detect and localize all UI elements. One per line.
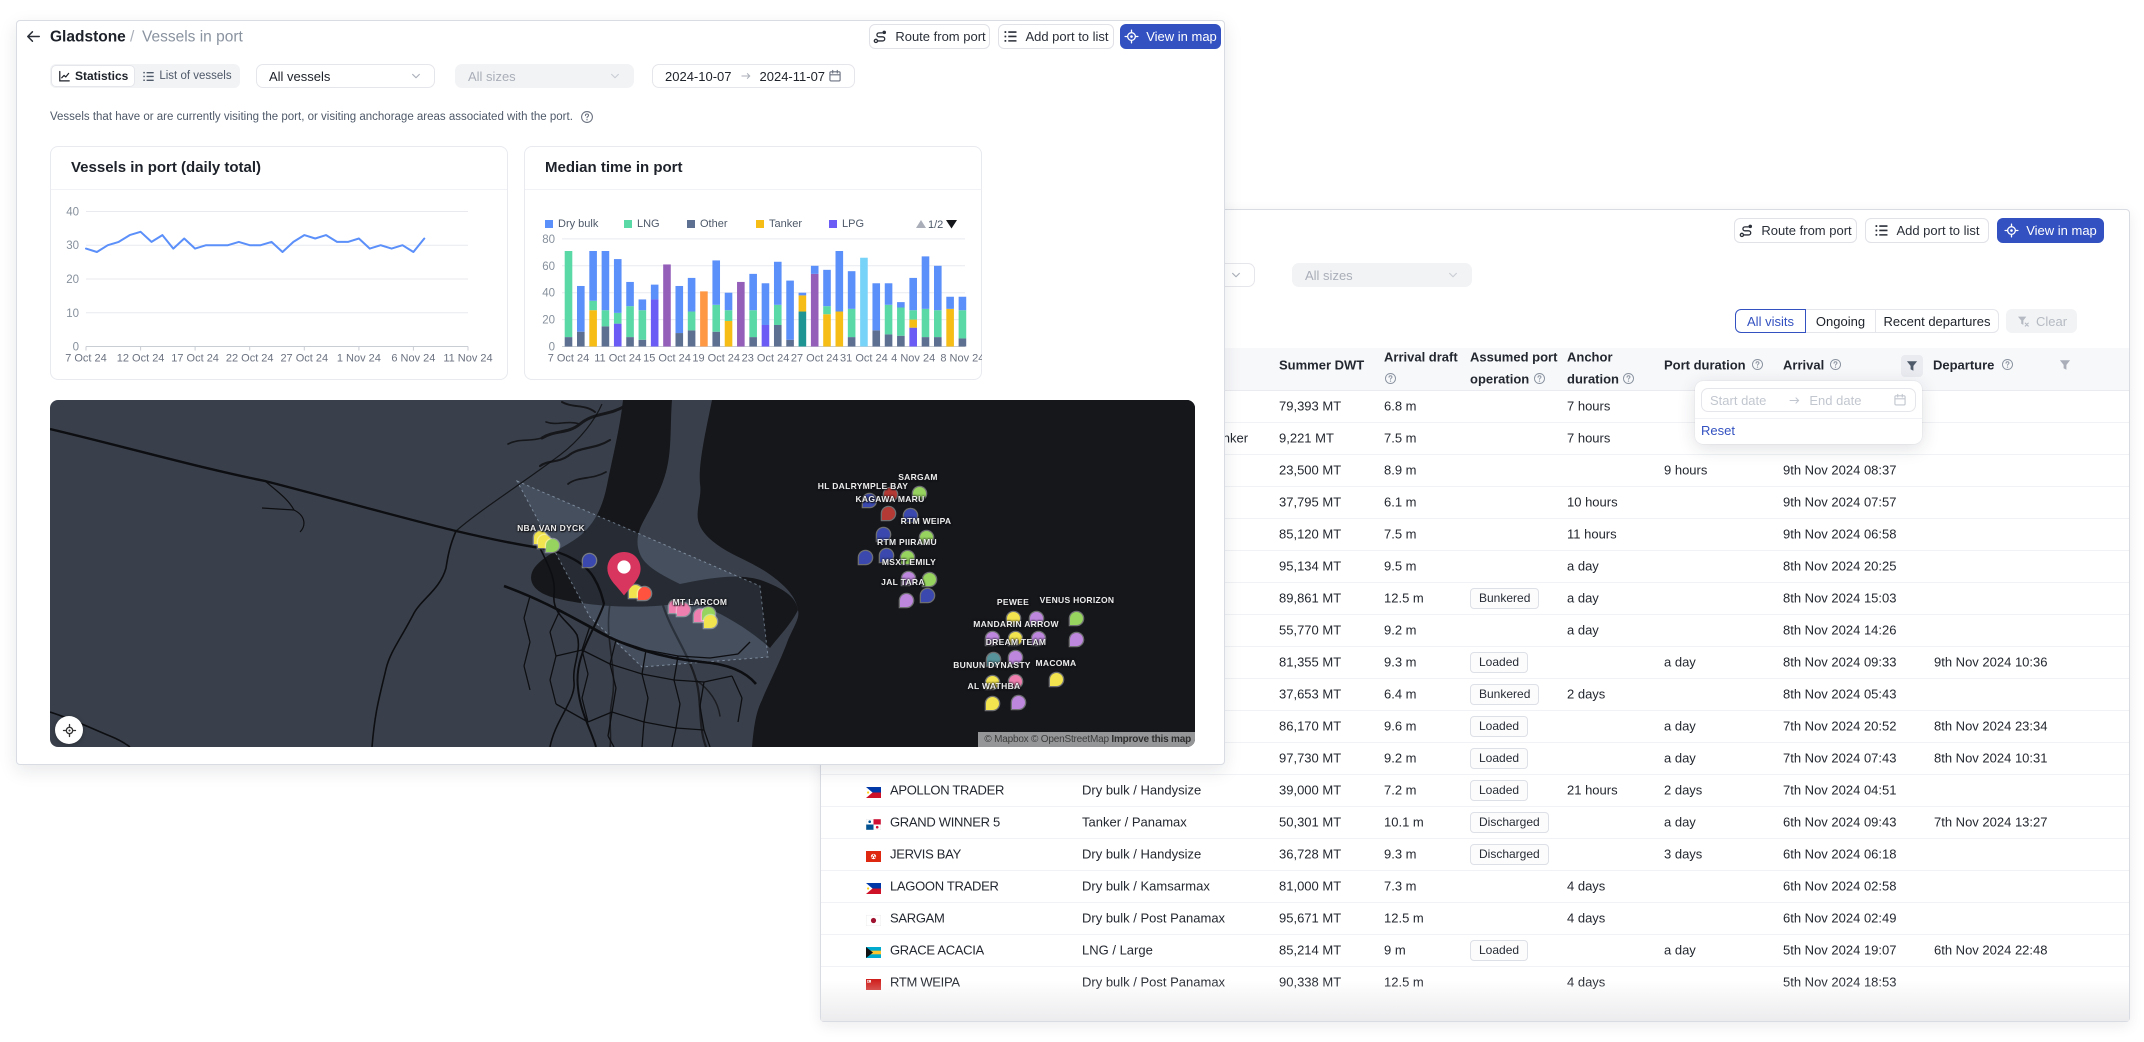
svg-text:27 Oct 24: 27 Oct 24 (280, 353, 328, 365)
svg-text:60: 60 (542, 261, 555, 273)
svg-text:0: 0 (549, 342, 555, 354)
svg-text:1/2: 1/2 (928, 219, 943, 231)
svg-text:40: 40 (66, 207, 79, 219)
svg-text:12 Oct 24: 12 Oct 24 (117, 353, 165, 365)
svg-text:20: 20 (66, 274, 79, 286)
svg-text:0: 0 (73, 342, 79, 354)
svg-text:22 Oct 24: 22 Oct 24 (226, 353, 274, 365)
svg-text:4 Nov 24: 4 Nov 24 (891, 353, 935, 365)
svg-text:7 Oct 24: 7 Oct 24 (548, 353, 590, 365)
svg-text:10: 10 (66, 308, 79, 320)
svg-text:80: 80 (542, 234, 555, 246)
svg-text:17 Oct 24: 17 Oct 24 (171, 353, 219, 365)
svg-text:23 Oct 24: 23 Oct 24 (742, 353, 790, 365)
svg-text:11 Oct 24: 11 Oct 24 (594, 353, 641, 365)
svg-text:30: 30 (66, 240, 79, 252)
svg-text:1 Nov 24: 1 Nov 24 (337, 353, 381, 365)
svg-text:20: 20 (542, 315, 555, 327)
svg-text:40: 40 (542, 288, 555, 300)
svg-text:19 Oct 24: 19 Oct 24 (692, 353, 740, 365)
svg-text:27 Oct 24: 27 Oct 24 (791, 353, 839, 365)
svg-text:15 Oct 24: 15 Oct 24 (643, 353, 691, 365)
svg-text:31 Oct 24: 31 Oct 24 (840, 353, 888, 365)
svg-text:6 Nov 24: 6 Nov 24 (391, 353, 435, 365)
svg-text:11 Nov 24: 11 Nov 24 (443, 353, 492, 365)
svg-text:7 Oct 24: 7 Oct 24 (65, 353, 107, 365)
svg-text:8 Nov 24: 8 Nov 24 (940, 353, 982, 365)
